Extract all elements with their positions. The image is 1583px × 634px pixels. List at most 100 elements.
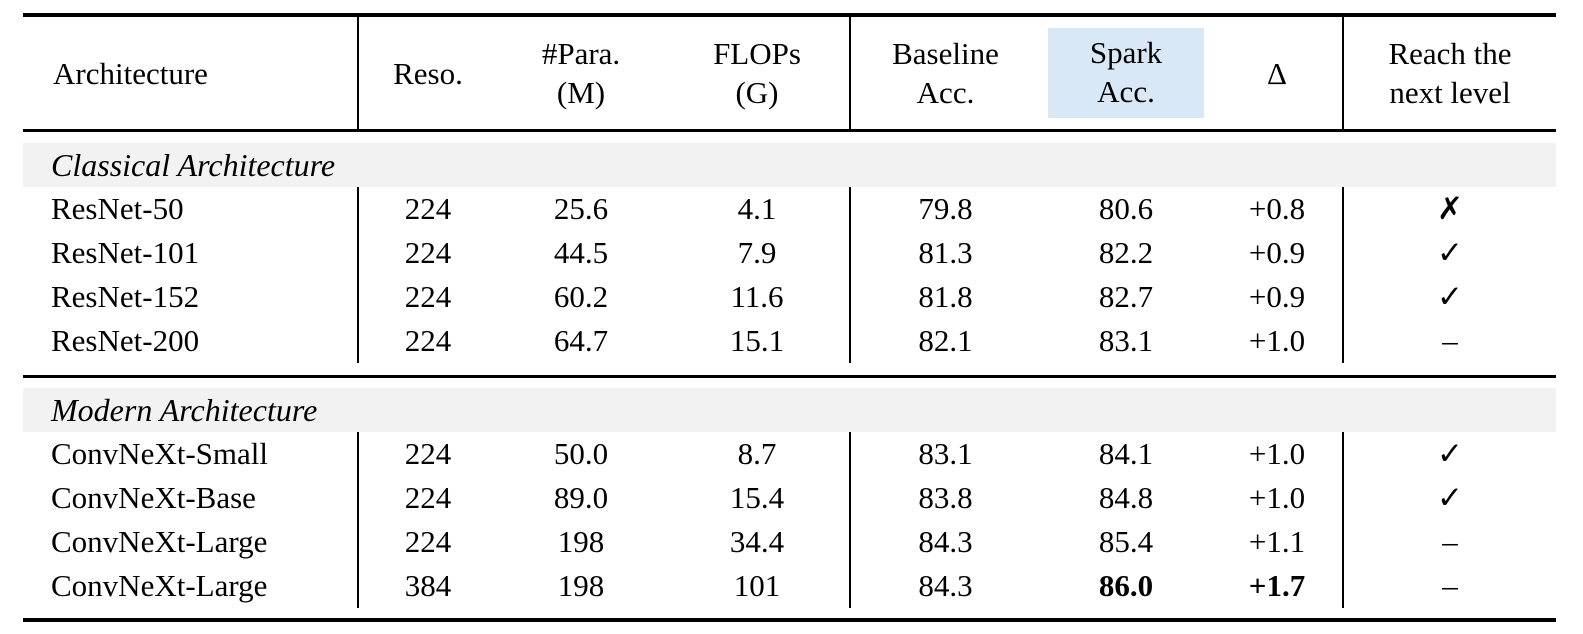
dash-glyph: – (1342, 564, 1556, 608)
cell-reso: 224 (357, 275, 497, 319)
check-icon: ✓ (1342, 432, 1556, 476)
check-icon: ✓ (1342, 231, 1556, 275)
spacer-row (23, 377, 1556, 389)
cell-reso: 224 (357, 319, 497, 363)
col-header-spark-line1: Spark (1089, 35, 1163, 70)
check-icon: ✓ (1342, 476, 1556, 520)
col-header-spark-acc: Spark Acc. (1040, 13, 1212, 132)
dash-glyph: – (1342, 319, 1556, 363)
cell-reso: 224 (357, 476, 497, 520)
cell-params: 198 (557, 524, 605, 559)
cell-baseline-acc: 83.8 (849, 476, 1040, 520)
spacer-row (23, 131, 1556, 144)
col-header-spark-line2: Acc. (1097, 74, 1155, 109)
col-header-flops-line2: (G) (735, 75, 779, 110)
cell-delta: +1.1 (1248, 524, 1306, 559)
section-band-classical: Classical Architecture (23, 143, 1556, 187)
col-header-reach-line1: Reach the (1388, 36, 1512, 71)
cell-delta: +0.9 (1248, 279, 1306, 314)
cell-baseline-acc: 84.3 (849, 564, 1040, 608)
cell-baseline-acc: 81.3 (849, 231, 1040, 275)
cross-icon: ✗ (1342, 187, 1556, 231)
table-header-row: Architecture Reso. #Para. (M) FLOPs (G) … (23, 13, 1556, 132)
cell-spark-acc: 84.1 (1098, 436, 1154, 471)
cell-flops: 11.6 (730, 279, 784, 314)
col-header-flops: FLOPs (G) (665, 13, 850, 132)
cell-spark-acc: 85.4 (1098, 524, 1154, 559)
cell-delta: +1.0 (1248, 436, 1306, 471)
cell-reso: 224 (357, 231, 497, 275)
cell-flops: 101 (733, 568, 781, 603)
cell-spark-acc: 84.8 (1098, 480, 1154, 515)
col-header-delta: Δ (1212, 13, 1343, 132)
table-row: ResNet-200 224 64.7 15.1 82.1 83.1 +1.0 … (23, 319, 1556, 363)
results-table: Architecture Reso. #Para. (M) FLOPs (G) … (23, 13, 1556, 622)
check-icon: ✓ (1342, 275, 1556, 319)
cell-reso: 384 (357, 564, 497, 608)
cell-reso: 224 (357, 432, 497, 476)
dash-glyph: – (1342, 520, 1556, 564)
cell-spark-acc: 82.7 (1098, 279, 1154, 314)
cell-spark-acc: 80.6 (1098, 191, 1154, 226)
table-row: ResNet-50 224 25.6 4.1 79.8 80.6 +0.8 ✗ (23, 187, 1556, 231)
cell-architecture: ConvNeXt-Large (51, 568, 268, 603)
col-header-baseline-line1: Baseline (892, 36, 999, 71)
col-header-reach: Reach the next level (1342, 13, 1556, 132)
cell-delta: +0.9 (1248, 235, 1306, 270)
cell-flops: 15.1 (729, 323, 785, 358)
table-row: ConvNeXt-Large 384 198 101 84.3 86.0 +1.… (23, 564, 1556, 608)
cell-baseline-acc: 84.3 (849, 520, 1040, 564)
col-header-baseline-line2: Acc. (916, 75, 975, 110)
cell-flops: 34.4 (729, 524, 785, 559)
cell-baseline-acc: 83.1 (849, 432, 1040, 476)
table-row: ConvNeXt-Base 224 89.0 15.4 83.8 84.8 +1… (23, 476, 1556, 520)
col-header-reso: Reso. (357, 13, 497, 132)
cell-params: 64.7 (553, 323, 609, 358)
cell-architecture: ConvNeXt-Base (51, 480, 256, 515)
cell-baseline-acc: 82.1 (849, 319, 1040, 363)
cell-params: 25.6 (553, 191, 609, 226)
cell-params: 44.5 (553, 235, 609, 270)
cell-spark-acc: 83.1 (1098, 323, 1154, 358)
col-header-reach-line2: next level (1389, 75, 1511, 110)
table-row: ConvNeXt-Small 224 50.0 8.7 83.1 84.1 +1… (23, 432, 1556, 476)
cell-delta: +0.8 (1248, 191, 1306, 226)
cell-delta: +1.0 (1248, 323, 1306, 358)
cell-params: 60.2 (553, 279, 609, 314)
table-row: ResNet-101 224 44.5 7.9 81.3 82.2 +0.9 ✓ (23, 231, 1556, 275)
cell-flops: 15.4 (729, 480, 785, 515)
mid-rule (23, 363, 1556, 378)
cell-flops: 8.7 (737, 436, 777, 471)
cell-params: 198 (557, 568, 605, 603)
cell-architecture: ResNet-200 (51, 323, 200, 358)
col-header-params: #Para. (M) (497, 13, 665, 132)
cell-delta: +1.0 (1248, 480, 1306, 515)
cell-baseline-acc: 79.8 (849, 187, 1040, 231)
cell-reso: 224 (357, 187, 497, 231)
col-header-flops-line1: FLOPs (713, 36, 801, 71)
cell-baseline-acc: 81.8 (849, 275, 1040, 319)
cell-flops: 4.1 (737, 191, 777, 226)
section-band-modern: Modern Architecture (23, 388, 1556, 432)
cell-spark-acc: 86.0 (1098, 568, 1154, 603)
cell-architecture: ResNet-152 (51, 279, 200, 314)
bottom-rule (23, 608, 1556, 622)
col-header-params-line1: #Para. (541, 36, 621, 71)
col-header-params-line2: (M) (556, 75, 606, 110)
cell-reso: 224 (357, 520, 497, 564)
section-title: Modern Architecture (23, 388, 1556, 432)
table-row: ResNet-152 224 60.2 11.6 81.8 82.7 +0.9 … (23, 275, 1556, 319)
cell-architecture: ResNet-50 (51, 191, 184, 226)
cell-architecture: ConvNeXt-Large (51, 524, 268, 559)
cell-delta: +1.7 (1248, 568, 1306, 603)
table-row: ConvNeXt-Large 224 198 34.4 84.3 85.4 +1… (23, 520, 1556, 564)
cell-architecture: ConvNeXt-Small (51, 436, 268, 471)
section-title: Classical Architecture (23, 143, 1556, 187)
col-header-baseline-acc: Baseline Acc. (849, 13, 1040, 132)
cell-spark-acc: 82.2 (1098, 235, 1154, 270)
cell-flops: 7.9 (737, 235, 777, 270)
cell-architecture: ResNet-101 (51, 235, 200, 270)
cell-params: 89.0 (553, 480, 609, 515)
spark-acc-highlight: Spark Acc. (1048, 28, 1204, 118)
cell-params: 50.0 (553, 436, 609, 471)
